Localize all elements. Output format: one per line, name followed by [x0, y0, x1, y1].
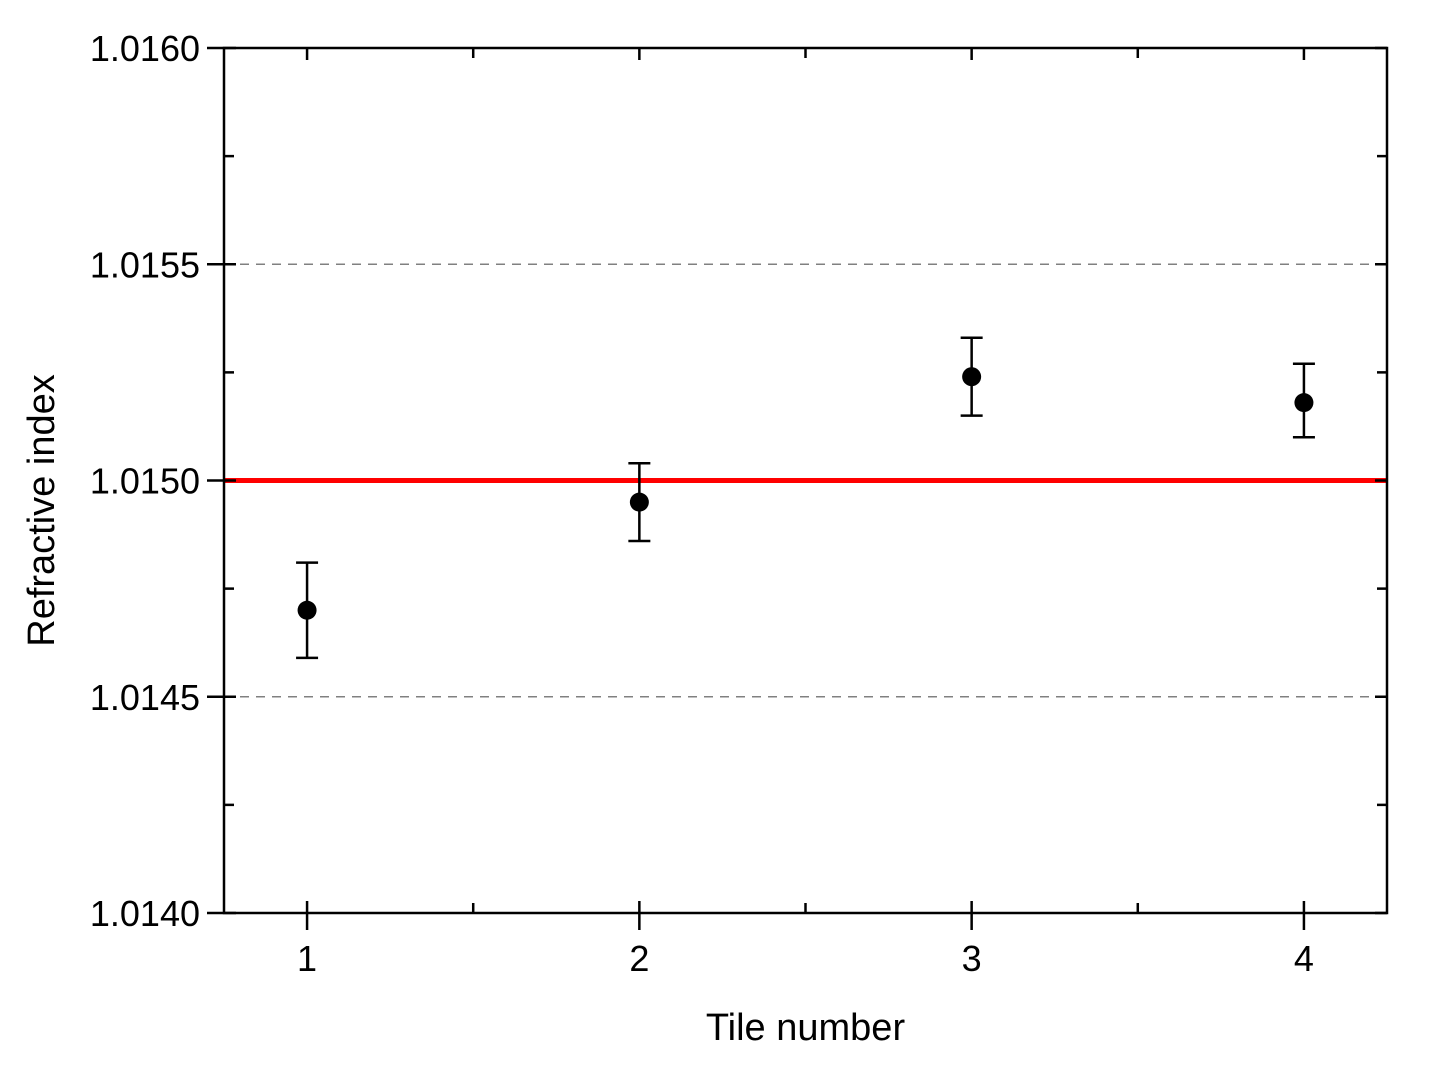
- y-tick-label: 1.0145: [90, 677, 200, 718]
- data-points: [297, 367, 1314, 620]
- data-point: [629, 492, 649, 512]
- error-bars: [296, 336, 1315, 660]
- y-axis-title: Refractive index: [21, 374, 63, 646]
- x-tick-labels: 1 2 3 4: [297, 938, 1314, 979]
- data-point: [297, 600, 317, 620]
- y-tick-labels: 1.0140 1.0145 1.0150 1.0155 1.0160: [90, 28, 200, 934]
- reference-lines: [224, 263, 1387, 698]
- x-tick-label: 3: [962, 938, 982, 979]
- x-tick-label: 2: [629, 938, 649, 979]
- data-point: [962, 367, 982, 387]
- x-tick-label: 1: [297, 938, 317, 979]
- x-tick-label: 4: [1294, 938, 1314, 979]
- x-axis-title: Tile number: [706, 1007, 906, 1049]
- y-tick-label: 1.0150: [90, 461, 200, 502]
- y-tick-label: 1.0140: [90, 893, 200, 934]
- data-point: [1294, 393, 1314, 413]
- x-axis-ticks: [305, 48, 1306, 930]
- y-tick-label: 1.0155: [90, 244, 200, 285]
- y-tick-label: 1.0160: [90, 28, 200, 69]
- y-axis-ticks: [207, 46, 1387, 915]
